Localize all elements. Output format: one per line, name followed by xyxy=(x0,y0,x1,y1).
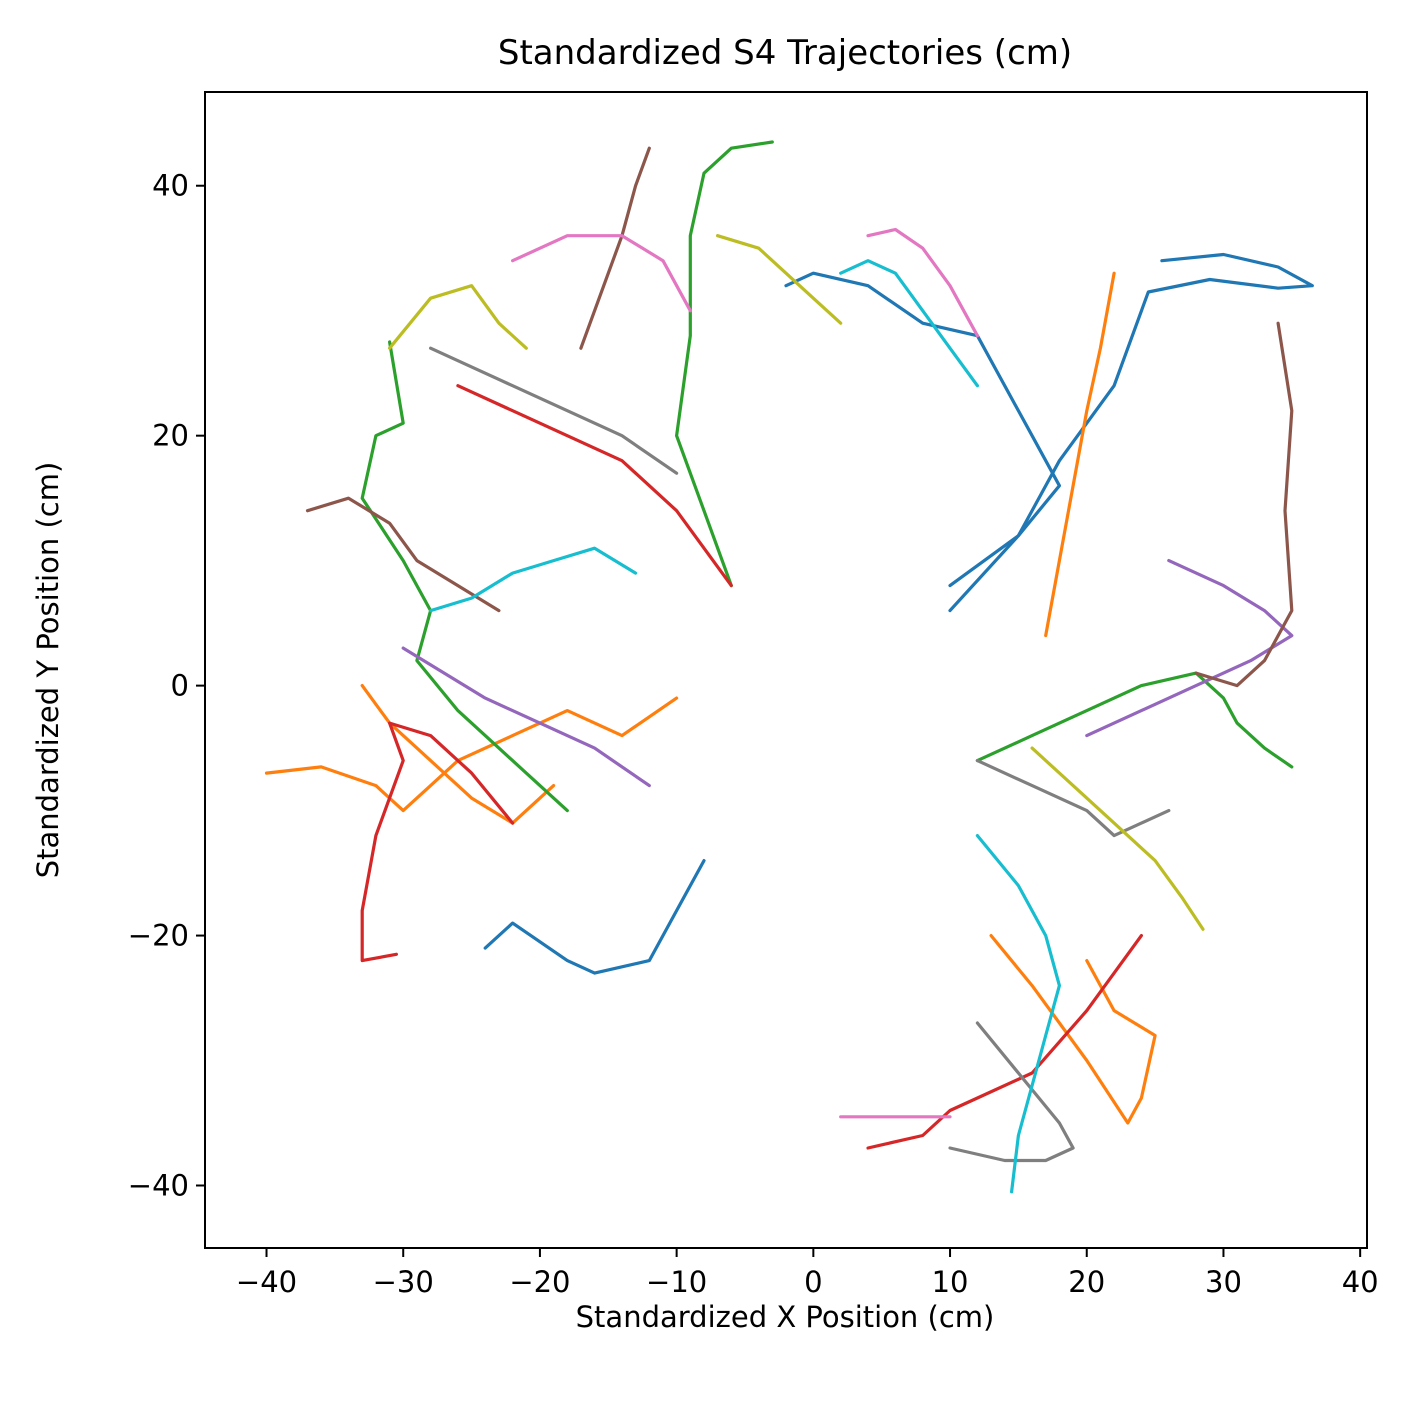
trajectory-line xyxy=(579,146,651,350)
chart-title: Standardized S4 Trajectories (cm) xyxy=(498,33,1072,73)
trajectory-line xyxy=(483,858,706,975)
trajectory-line xyxy=(429,546,638,613)
x-tick-label: 0 xyxy=(804,1265,822,1299)
x-tick-label: 10 xyxy=(932,1265,969,1299)
trajectory-line xyxy=(360,340,569,813)
y-axis-title: Standardized Y Position (cm) xyxy=(31,462,65,879)
y-tick-label: 40 xyxy=(152,169,189,203)
x-tick-label: 20 xyxy=(1068,1265,1105,1299)
x-axis: −40 −30 −20 −10 0 10 20 30 40 xyxy=(236,1248,1379,1299)
trajectory-line xyxy=(388,284,528,350)
trajectory-line xyxy=(1194,321,1294,688)
trajectory-line xyxy=(1030,746,1205,931)
trajectory-line xyxy=(839,259,980,388)
x-tick-label: −10 xyxy=(646,1265,707,1299)
trajectory-line xyxy=(401,646,651,788)
trajectory-line xyxy=(989,933,1157,1125)
y-tick-label: 20 xyxy=(152,419,189,453)
y-tick-label: −20 xyxy=(128,919,189,953)
trajectory-line xyxy=(456,384,733,588)
trajectory-line xyxy=(975,758,1171,838)
trajectory-line xyxy=(1044,271,1116,638)
trajectory-line xyxy=(510,234,692,313)
x-tick-label: −40 xyxy=(236,1265,297,1299)
y-axis: −40 −20 0 20 40 xyxy=(128,169,205,1203)
trajectory-line xyxy=(948,252,1314,613)
x-axis-title: Standardized X Position (cm) xyxy=(576,1300,995,1334)
x-tick-label: −20 xyxy=(509,1265,570,1299)
trajectory-line xyxy=(784,271,1062,588)
x-tick-label: 40 xyxy=(1342,1265,1379,1299)
trajectory-line xyxy=(360,721,515,963)
trajectory-line xyxy=(866,227,980,338)
trajectory-line xyxy=(360,683,556,825)
trajectory-line xyxy=(948,1021,1075,1163)
x-tick-label: 30 xyxy=(1205,1265,1242,1299)
trajectory-line xyxy=(715,234,843,325)
y-tick-label: −40 xyxy=(128,1169,189,1203)
trajectory-line xyxy=(975,833,1062,1194)
y-tick-label: 0 xyxy=(171,669,189,703)
trajectory-lines xyxy=(264,140,1314,1194)
plot-frame xyxy=(204,91,1368,1249)
trajectory-line xyxy=(305,496,501,613)
trajectory-line xyxy=(674,140,774,588)
x-tick-label: −30 xyxy=(373,1265,434,1299)
trajectory-line xyxy=(429,346,679,475)
trajectory-line xyxy=(866,933,1144,1150)
